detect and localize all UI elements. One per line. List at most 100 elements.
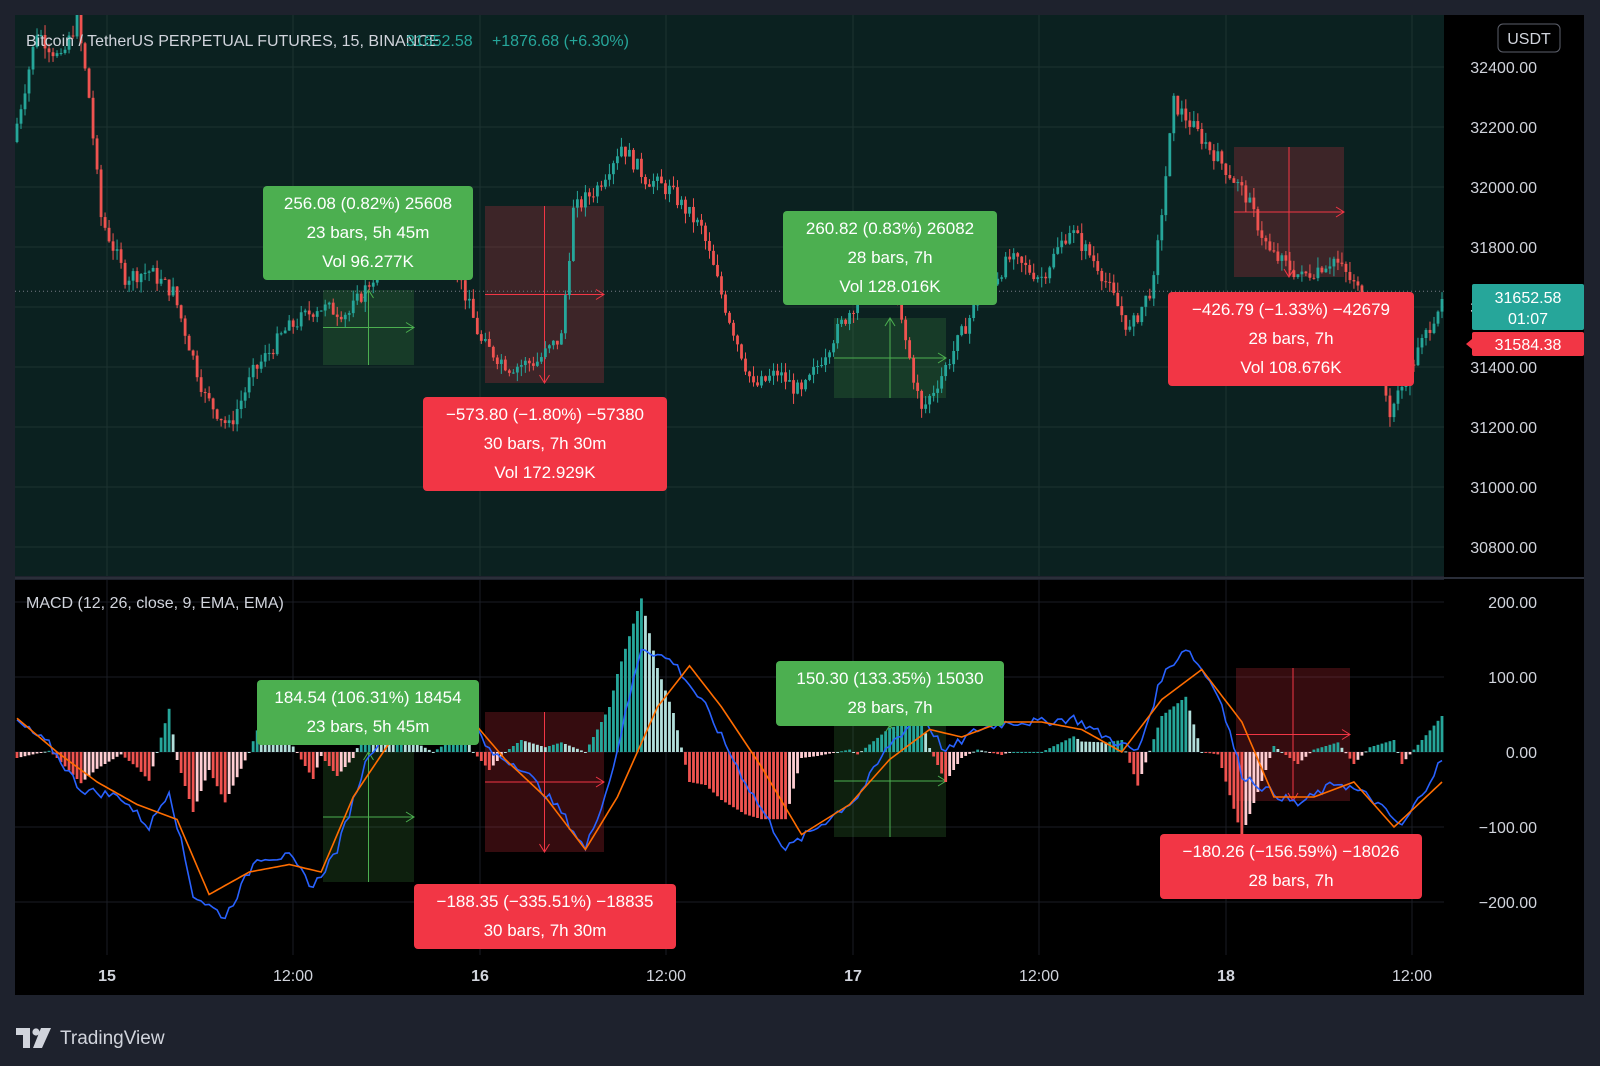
measure-zone-3-time-arrow	[937, 352, 947, 364]
candle-body	[1236, 182, 1240, 184]
candle-body	[75, 15, 79, 37]
measure-tooltip-8: −180.26 (−156.59%) −18026 28 bars, 7h	[1160, 834, 1422, 899]
macd-histogram-bar	[624, 648, 627, 752]
candle-body	[339, 316, 343, 320]
macd-histogram-bar	[864, 747, 867, 752]
macd-histogram-bar	[1260, 752, 1264, 781]
macd-histogram-bar	[215, 752, 219, 787]
candle-body	[1284, 255, 1288, 261]
macd-histogram-bar	[115, 752, 119, 757]
measure-zone-2-time-arrow	[595, 289, 605, 300]
macd-histogram-bar	[151, 752, 155, 767]
measure-tooltip-5: 184.54 (106.31%) 18454 23 bars, 5h 45m	[257, 680, 479, 745]
macd-histogram-bar	[1316, 748, 1320, 752]
measure-tooltip-line: 184.54 (106.31%) 18454	[274, 688, 461, 707]
price-axis-tick: 32200.00	[1470, 120, 1537, 137]
candle-body	[708, 240, 711, 251]
macd-histogram-bar	[816, 752, 819, 756]
candle-body	[59, 52, 63, 54]
macd-histogram-bar	[1248, 752, 1252, 814]
macd-measure-zone-1-time-arrow	[405, 811, 415, 823]
candle-body	[475, 317, 479, 335]
legend-change: +1876.68 (+6.30%)	[492, 33, 629, 50]
currency-label: USDT	[1507, 31, 1551, 48]
candle-body	[1232, 178, 1236, 183]
time-axis[interactable]: 15 12:00 16 12:00 17 12:00 18 12:00	[98, 968, 1432, 985]
macd-histogram-bar	[708, 752, 711, 789]
macd-histogram-bar	[1432, 725, 1436, 752]
current-price-value: 31652.58	[1495, 290, 1562, 307]
macd-histogram-bar	[535, 744, 539, 752]
macd-histogram-bar	[155, 752, 159, 753]
chart-canvas[interactable]: Bitcoin / TetherUS PERPETUAL FUTURES, 15…	[0, 0, 1600, 1018]
measure-tooltip-line: 23 bars, 5h 45m	[307, 717, 430, 736]
macd-histogram-bar	[303, 752, 307, 766]
candle-body	[215, 409, 219, 419]
candle-body	[720, 276, 723, 295]
tradingview-logo[interactable]: TradingView	[16, 1028, 165, 1050]
candle-body	[191, 350, 195, 356]
candle-body	[1040, 276, 1044, 278]
macd-histogram-bar	[1080, 741, 1084, 752]
macd-histogram-bar	[844, 750, 847, 752]
macd-histogram-bar	[784, 752, 787, 820]
macd-histogram-bar	[928, 748, 932, 752]
candle-body	[371, 282, 375, 287]
candle-body	[836, 323, 839, 344]
candle-body	[588, 192, 591, 197]
macd-histogram-bar	[636, 611, 639, 752]
macd-histogram-bar	[187, 752, 191, 799]
candle-body	[1144, 295, 1148, 307]
macd-histogram-bar	[992, 752, 996, 754]
currency-button[interactable]: USDT	[1497, 23, 1561, 53]
candle-body	[796, 382, 799, 394]
time-axis-tick: 17	[844, 968, 862, 985]
candle-body	[79, 15, 83, 44]
candle-body	[652, 180, 655, 187]
currency-button-frame[interactable]	[1497, 23, 1561, 53]
macd-histogram-bar	[75, 752, 79, 779]
candle-body	[323, 304, 327, 311]
red-price-value: 31584.38	[1495, 337, 1562, 354]
macd-histogram-bar	[355, 748, 359, 752]
candle-body	[824, 357, 827, 366]
macd-histogram-bar	[171, 734, 175, 752]
macd-histogram-bar	[311, 752, 315, 779]
macd-histogram-bar	[195, 752, 199, 802]
candle-body	[1196, 121, 1200, 129]
candle-body	[159, 278, 163, 284]
macd-histogram-bar	[1140, 752, 1144, 774]
candle-body	[604, 179, 607, 187]
candle-body	[716, 264, 719, 277]
macd-histogram-bar	[1216, 752, 1220, 755]
macd-histogram-bar	[59, 752, 63, 763]
candle-body	[183, 318, 187, 336]
candle-body	[936, 388, 940, 393]
measure-tooltip-line: 30 bars, 7h 30m	[484, 434, 607, 453]
footer-bar: TradingView	[0, 1018, 1600, 1066]
macd-histogram-bar	[347, 752, 351, 763]
time-axis-tick: 12:00	[1392, 968, 1432, 985]
macd-histogram-bar	[616, 674, 619, 752]
candle-body	[940, 376, 944, 389]
price-legend: Bitcoin / TetherUS PERPETUAL FUTURES, 15…	[26, 33, 629, 50]
macd-histogram-bar	[423, 747, 427, 752]
candle-body	[1012, 253, 1016, 260]
macd-histogram-bar	[435, 749, 439, 752]
macd-histogram-bar	[191, 752, 195, 812]
candle-body	[1328, 266, 1332, 269]
measure-tooltip-line: 28 bars, 7h	[847, 248, 932, 267]
candle-body	[732, 322, 735, 336]
candle-body	[1332, 258, 1336, 267]
candle-body	[680, 199, 683, 206]
macd-histogram-bar	[1016, 752, 1020, 753]
macd-histogram-bar	[632, 623, 635, 752]
macd-histogram-bar	[83, 752, 87, 780]
macd-histogram-bar	[1024, 752, 1028, 753]
measure-tooltip-line: −188.35 (−335.51%) −18835	[437, 892, 654, 911]
macd-histogram-bar	[1156, 727, 1160, 752]
macd-histogram-bar	[183, 752, 187, 786]
macd-histogram-bar	[1328, 744, 1332, 752]
candle-body	[1244, 185, 1248, 203]
candle-body	[507, 370, 511, 373]
